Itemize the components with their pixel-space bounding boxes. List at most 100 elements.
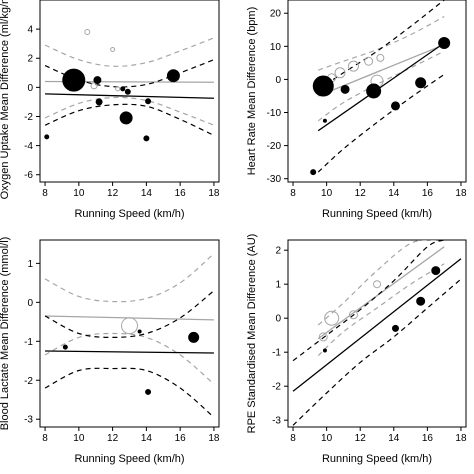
chart-panel-1: 8 10 12 14 16 18 -6 -4 -2 0 2 4 Running Speed (km/h)… [0,0,220,220]
x-tick-label: 14 [141,188,153,199]
black-series-ci-lower [292,278,462,426]
y-tick-label: 2 [275,246,281,257]
x-tick-label: 18 [455,433,467,444]
grey-data-point [376,53,385,62]
grey-series-ci-upper [317,240,436,326]
black-series-ci-upper [292,240,445,362]
grey-series-ci-upper [44,37,215,67]
x-tick-label: 16 [175,433,187,444]
y-tick-label: 0 [27,298,33,309]
y-tick-label: 20 [270,9,282,20]
y-tick-label: 4 [27,25,33,36]
x-axis-title: Running Speed (km/h) [322,208,432,220]
grey-data-point [373,280,381,289]
x-tick-label: 12 [355,433,367,444]
x-tick-label: 12 [107,188,119,199]
x-tick-label: 18 [208,188,220,199]
black-series-ci-lower [44,103,215,136]
black-series-fit-line [317,42,445,132]
x-tick-label: 10 [73,188,85,199]
y-tick-label: -3 [24,415,33,426]
grey-series-ci-upper [318,16,445,71]
x-axis-title: Running Speed (km/h) [74,208,184,220]
grey-data-point [115,86,121,92]
plot-area [44,29,215,142]
black-data-point [119,111,133,125]
plot-area [310,0,451,176]
y-tick-label: 1 [27,259,33,270]
x-tick-label: 18 [455,188,467,199]
black-series-fit-line [45,93,214,99]
x-tick-label: 14 [388,188,400,199]
black-data-point [322,348,327,353]
y-tick-label: -3 [272,416,281,427]
y-tick-label: 1 [275,280,281,291]
plot-frame [39,239,220,428]
black-data-point [312,75,334,97]
black-data-point [188,331,200,343]
grey-series-ci-lower [44,96,215,126]
plot-frame [39,0,220,183]
black-data-point [93,76,102,85]
x-tick-label: 12 [355,188,367,199]
black-data-point [124,88,131,95]
grey-data-point [90,82,98,90]
x-tick-label: 16 [422,188,434,199]
black-data-point [366,83,382,99]
x-tick-label: 12 [107,433,119,444]
x-tick-label: 8 [42,188,48,199]
black-data-point [391,324,399,332]
x-tick-label: 14 [388,433,400,444]
black-data-point [137,329,142,334]
black-series-ci-lower [317,73,445,173]
black-data-point [62,68,86,92]
y-tick-label: -4 [24,141,33,152]
y-tick-label: -30 [267,174,282,185]
y-tick-label: 0 [275,75,281,86]
grey-data-point [121,317,138,335]
x-tick-label: 16 [175,188,187,199]
grey-data-point [84,29,91,36]
y-tick-label: -2 [24,112,33,123]
grey-data-point [110,47,116,53]
y-tick-label: 0 [27,83,33,94]
black-series-ci-upper [44,290,215,338]
y-tick-label: -1 [272,348,281,359]
x-axis-title: Running Speed (km/h) [322,453,432,465]
x-axis-title: Running Speed (km/h) [74,453,184,465]
grey-series-ci-lower [317,263,445,357]
black-series-ci-upper [317,0,445,90]
chart-panel-3: 8 10 12 14 16 18 -3 -2 -1 0 1 Running Speed (km/h) B… [0,237,220,465]
x-tick-label: 8 [42,433,48,444]
x-tick-label: 18 [208,433,220,444]
y-tick-label: -20 [267,141,282,152]
y-axis-title: Oxygen Uptake Mean Difference (ml/kg/min… [0,0,11,199]
plot-area [44,253,215,418]
y-tick-label: -1 [24,337,33,348]
y-tick-label: -2 [24,376,33,387]
grey-data-point [324,310,340,326]
black-data-point [340,84,350,94]
grey-series-ci-upper [44,253,215,303]
grey-data-point [347,60,359,72]
y-tick-label: 10 [270,42,282,53]
x-tick-label: 10 [73,433,85,444]
black-data-point [120,86,126,92]
black-series-ci-lower [44,367,215,418]
y-tick-label: -6 [24,170,33,181]
black-data-point [431,266,441,276]
grey-series-ci-lower [44,332,215,385]
black-data-point [143,135,150,142]
x-tick-label: 8 [290,433,296,444]
y-tick-label: -10 [267,108,282,119]
black-data-point [95,98,103,106]
x-tick-label: 16 [422,433,434,444]
black-data-point [44,134,50,140]
grey-data-point [334,67,346,79]
y-tick-label: -2 [272,382,281,393]
black-data-point [438,37,451,50]
y-axis-title: Blood Lactate Mean Difference (mmol/l) [0,237,11,431]
x-tick-label: 10 [321,188,333,199]
